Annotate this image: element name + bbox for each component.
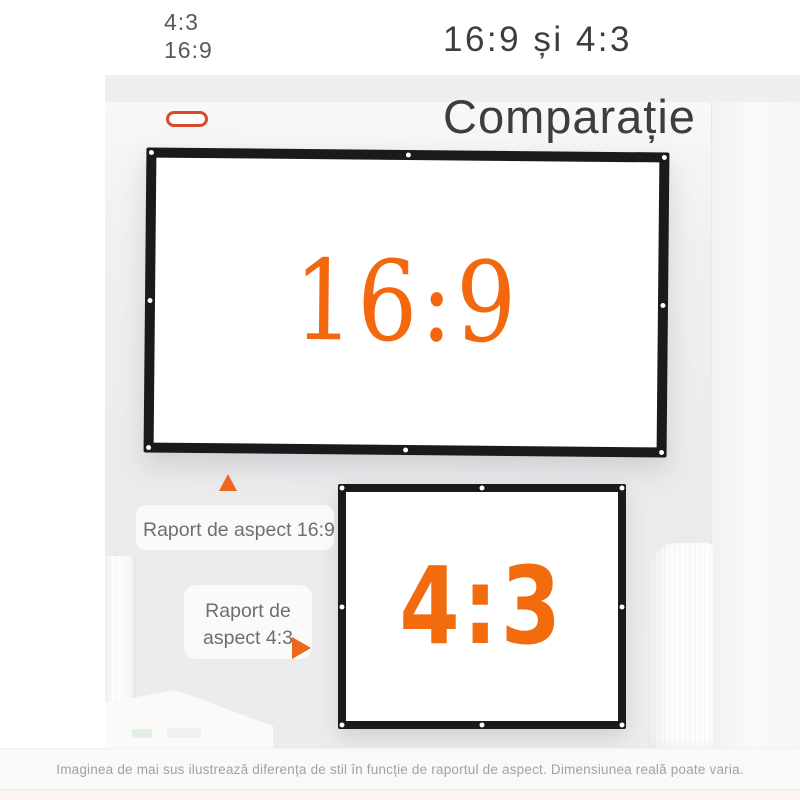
grommet-dot [660, 302, 666, 308]
footer-disclaimer-text: Imaginea de mai sus ilustrează diferența… [56, 761, 744, 777]
aspect-ratio-badge: 4:3 16:9 [150, 4, 232, 68]
grommet-dot [339, 722, 345, 728]
ratio-label-4-3: 4:3 [399, 544, 565, 669]
grommet-dot [661, 154, 667, 160]
caption-4-3: Raport de aspect 4:3 [182, 598, 314, 652]
grommet-layer [339, 485, 625, 728]
desk-object [132, 729, 152, 738]
footer-disclaimer-bar: Imaginea de mai sus ilustrează diferența… [0, 748, 800, 789]
grommet-dot [619, 485, 625, 491]
strap-hook-icon [166, 111, 208, 127]
triangle-right-icon [292, 637, 311, 659]
title-background-patch [402, 5, 800, 74]
bottom-strip [0, 789, 800, 800]
grommet-dot [405, 152, 411, 158]
wall-right-panel [711, 102, 800, 748]
badge-line-1: 4:3 [164, 9, 199, 35]
page-title: Comparație [443, 90, 696, 143]
caption-background-4-3 [184, 585, 312, 659]
projection-screen-4-3: 4:3 [338, 484, 626, 729]
grommet-layer [146, 150, 667, 455]
badge-line-2: 16:9 [164, 37, 213, 63]
header-subtitle: 16:9 și 4:3 [443, 20, 632, 59]
grommet-dot [659, 449, 665, 455]
grommet-dot [479, 722, 485, 728]
grommet-dot [402, 447, 408, 453]
grommet-dot [146, 445, 152, 451]
caption-background-16-9 [136, 505, 334, 550]
triangle-up-icon [219, 474, 237, 491]
grommet-dot [619, 604, 625, 609]
desk-object [167, 728, 201, 738]
caption-4-3-line-1: Raport de [205, 600, 291, 622]
grommet-dot [479, 485, 485, 491]
grommet-dot [619, 722, 625, 728]
caption-4-3-line-2: aspect 4:3 [203, 627, 293, 649]
grommet-dot [339, 604, 345, 609]
grommet-dot [339, 485, 345, 491]
wall-top-band [105, 75, 800, 102]
sofa-armrest [649, 543, 713, 748]
grommet-dot [147, 297, 153, 303]
grommet-dot [148, 150, 154, 156]
projection-screen-16-9: 16:9 [143, 147, 670, 458]
caption-16-9: Raport de aspect 16:9 [143, 519, 335, 541]
screen-surface-4-3: 4:3 [346, 492, 618, 721]
